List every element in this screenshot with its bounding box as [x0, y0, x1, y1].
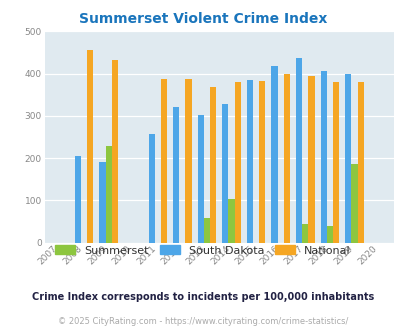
- Bar: [148, 134, 154, 243]
- Bar: [228, 199, 234, 243]
- Bar: [344, 74, 351, 243]
- Bar: [203, 218, 209, 243]
- Bar: [295, 58, 301, 243]
- Bar: [185, 79, 191, 243]
- Bar: [326, 226, 332, 243]
- Bar: [301, 224, 308, 243]
- Text: © 2025 CityRating.com - https://www.cityrating.com/crime-statistics/: © 2025 CityRating.com - https://www.city…: [58, 317, 347, 326]
- Text: Crime Index corresponds to incidents per 100,000 inhabitants: Crime Index corresponds to incidents per…: [32, 292, 373, 302]
- Bar: [173, 107, 179, 243]
- Bar: [160, 79, 166, 243]
- Bar: [105, 146, 111, 243]
- Bar: [222, 104, 228, 243]
- Bar: [246, 80, 252, 243]
- Bar: [351, 164, 357, 243]
- Bar: [258, 81, 265, 243]
- Bar: [283, 75, 289, 243]
- Bar: [99, 162, 105, 243]
- Legend: Summerset, South Dakota, National: Summerset, South Dakota, National: [51, 241, 354, 260]
- Bar: [209, 87, 215, 243]
- Bar: [87, 50, 93, 243]
- Bar: [357, 82, 363, 243]
- Bar: [332, 82, 338, 243]
- Bar: [271, 66, 277, 243]
- Bar: [320, 71, 326, 243]
- Bar: [308, 76, 314, 243]
- Bar: [75, 156, 81, 243]
- Bar: [111, 60, 117, 243]
- Bar: [197, 115, 203, 243]
- Text: Summerset Violent Crime Index: Summerset Violent Crime Index: [79, 12, 326, 25]
- Bar: [234, 82, 240, 243]
